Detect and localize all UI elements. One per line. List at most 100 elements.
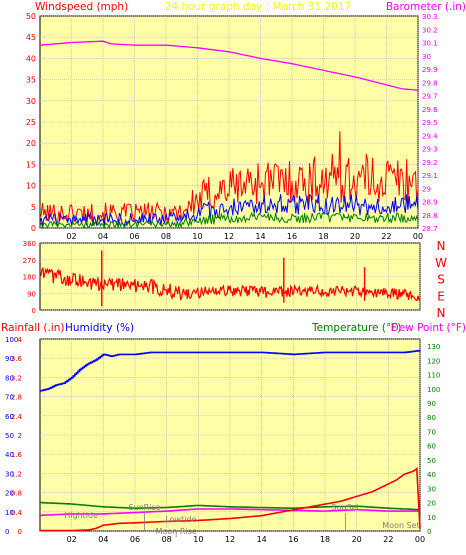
rainfall-tick-label: 2.8 [11, 394, 22, 402]
dewpoint-axis-label: Dew Point (°F) [391, 322, 466, 334]
temperature-line [40, 501, 421, 511]
temperature-tick-label: 70 [427, 428, 436, 436]
barometer-tick-label: 30 [422, 53, 431, 61]
rainfall-tick-label: 0 [18, 528, 22, 536]
rainfall-axis-label: Rainfall (.in) [1, 322, 64, 334]
rainfall-tick-label: 1.6 [11, 451, 23, 459]
time-tick-label: 08 [161, 232, 171, 241]
time-tick-label: 18 [320, 535, 330, 544]
humidity-tick-label: 0 [5, 528, 9, 536]
temperature-tick-label: 130 [427, 343, 440, 351]
windspeed-axis-label: Windspeed (mph) [35, 1, 128, 13]
barometer-tick-label: 29.8 [422, 79, 438, 87]
compass-label: W [435, 256, 447, 270]
barometer-tick-label: 28.7 [422, 225, 438, 233]
rain-humidity-axes: 00.40.81.21.622.42.83.23.640102030405060… [5, 336, 440, 544]
rainfall-tick-label: 1.2 [11, 470, 22, 478]
windspeed-tick-label: 50 [26, 12, 36, 21]
time-tick-label: 04 [98, 535, 108, 544]
barometer-tick-label: 29.5 [422, 119, 438, 127]
barometer-tick-label: 29.7 [422, 93, 438, 101]
time-tick-label: 06 [129, 232, 139, 241]
temperature-tick-label: 30 [427, 485, 436, 493]
astro-annotations: Hightide SunRise Lowtide Moon Rise SunSet Moo… [64, 503, 420, 537]
time-tick-label: 22 [383, 535, 393, 544]
time-tick-label: 04 [98, 232, 108, 241]
time-tick-label: 12 [225, 535, 235, 544]
humidity-axis-label: Humidity (%) [65, 322, 134, 334]
humidity-tick-label: 50 [5, 432, 14, 440]
time-tick-label: 20 [352, 535, 362, 544]
time-tick-label: 14 [257, 535, 267, 544]
temperature-tick-label: 20 [427, 500, 436, 508]
annotation-label: SunRise [128, 503, 160, 512]
time-tick-label: 06 [130, 535, 140, 544]
humidity-tick-label: 90 [5, 355, 14, 363]
wind-direction-grid [40, 242, 421, 311]
rainfall-line [40, 467, 421, 532]
wind-direction-line [39, 267, 421, 302]
barometer-tick-label: 28.8 [422, 212, 438, 220]
humidity-line [40, 349, 421, 392]
windspeed-tick-label: 0 [31, 224, 36, 233]
wind-baro-series [39, 40, 419, 230]
annotation-label: SunSet [331, 503, 359, 512]
graph-title: 24 hour graph day : March 31 2017 [165, 1, 351, 13]
avg-wind-line [39, 193, 419, 227]
barometer-line [39, 40, 419, 91]
time-tick-label: 16 [287, 232, 297, 241]
barometer-tick-label: 29.2 [422, 159, 438, 167]
barometer-tick-label: 29.9 [422, 66, 438, 74]
humidity-tick-label: 30 [5, 470, 14, 478]
direction-tick-label: 180 [23, 274, 36, 282]
barometer-tick-label: 29 [422, 185, 431, 193]
wind-direction-series [39, 250, 421, 307]
direction-tick-label: 0 [32, 307, 36, 315]
rainfall-tick-label: 3.2 [11, 374, 22, 382]
direction-tick-label: 90 [27, 290, 36, 298]
rainfall-tick-label: 2.4 [11, 413, 23, 421]
compass-label: N [437, 239, 446, 253]
time-tick-label: 16 [288, 535, 298, 544]
humidity-tick-label: 70 [5, 394, 14, 402]
time-tick-label: 00 [413, 232, 423, 241]
barometer-tick-label: 29.6 [422, 106, 438, 114]
humidity-tick-label: 80 [5, 374, 14, 382]
time-tick-label: 08 [162, 535, 172, 544]
compass-label: S [437, 273, 445, 287]
rain-humidity-grid [40, 338, 421, 532]
windspeed-tick-label: 45 [26, 33, 36, 42]
windspeed-tick-label: 30 [26, 97, 36, 106]
rainfall-tick-label: 4 [18, 336, 23, 344]
windspeed-tick-label: 15 [26, 160, 36, 169]
humidity-tick-label: 60 [5, 413, 14, 421]
barometer-tick-label: 30.2 [422, 26, 438, 34]
time-tick-label: 00 [415, 535, 425, 544]
humidity-tick-label: 100 [5, 336, 18, 344]
temperature-tick-label: 50 [427, 457, 436, 465]
barometer-tick-label: 29.1 [422, 172, 438, 180]
barometer-axis-label: Barometer (.in) [386, 1, 466, 13]
rainfall-tick-label: 2 [18, 432, 22, 440]
windspeed-tick-label: 35 [26, 76, 36, 85]
temperature-tick-label: 90 [427, 400, 436, 408]
direction-tick-label: 270 [23, 257, 36, 265]
barometer-tick-label: 30.1 [422, 40, 438, 48]
temperature-tick-label: 0 [427, 528, 431, 536]
barometer-tick-label: 29.3 [422, 146, 438, 154]
rainfall-tick-label: 0.4 [11, 509, 23, 517]
humidity-tick-label: 10 [5, 509, 14, 517]
annotation-label: Moon Rise [156, 527, 197, 536]
barometer-tick-label: 29.4 [422, 132, 438, 140]
windspeed-tick-label: 25 [26, 118, 36, 127]
time-tick-label: 18 [318, 232, 328, 241]
windspeed-tick-label: 10 [26, 182, 36, 191]
temperature-tick-label: 40 [427, 471, 436, 479]
time-tick-label: 20 [350, 232, 360, 241]
time-tick-label: 02 [67, 535, 77, 544]
rainfall-tick-label: 3.6 [11, 355, 23, 363]
temperature-axis-label: Temperature (°F) [311, 322, 401, 334]
direction-tick-label: 360 [23, 240, 36, 248]
